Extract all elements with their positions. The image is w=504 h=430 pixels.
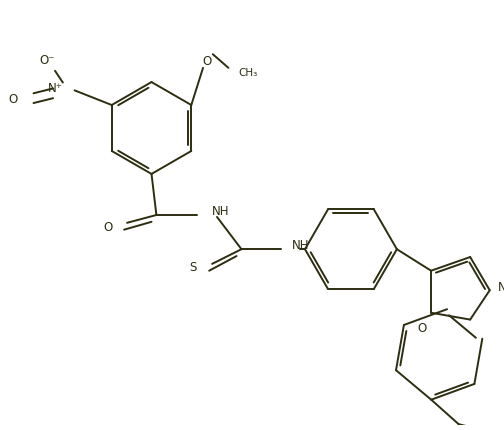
Text: NH: NH (212, 204, 230, 217)
Text: O: O (417, 321, 426, 334)
Text: O⁻: O⁻ (39, 54, 55, 67)
Text: O: O (9, 92, 18, 105)
Text: O: O (202, 55, 212, 68)
Text: CH₃: CH₃ (238, 68, 258, 77)
Text: NH: NH (292, 238, 310, 251)
Text: N⁺: N⁺ (48, 82, 63, 95)
Text: N: N (497, 280, 504, 293)
Text: S: S (189, 261, 197, 273)
Text: O: O (103, 221, 112, 233)
